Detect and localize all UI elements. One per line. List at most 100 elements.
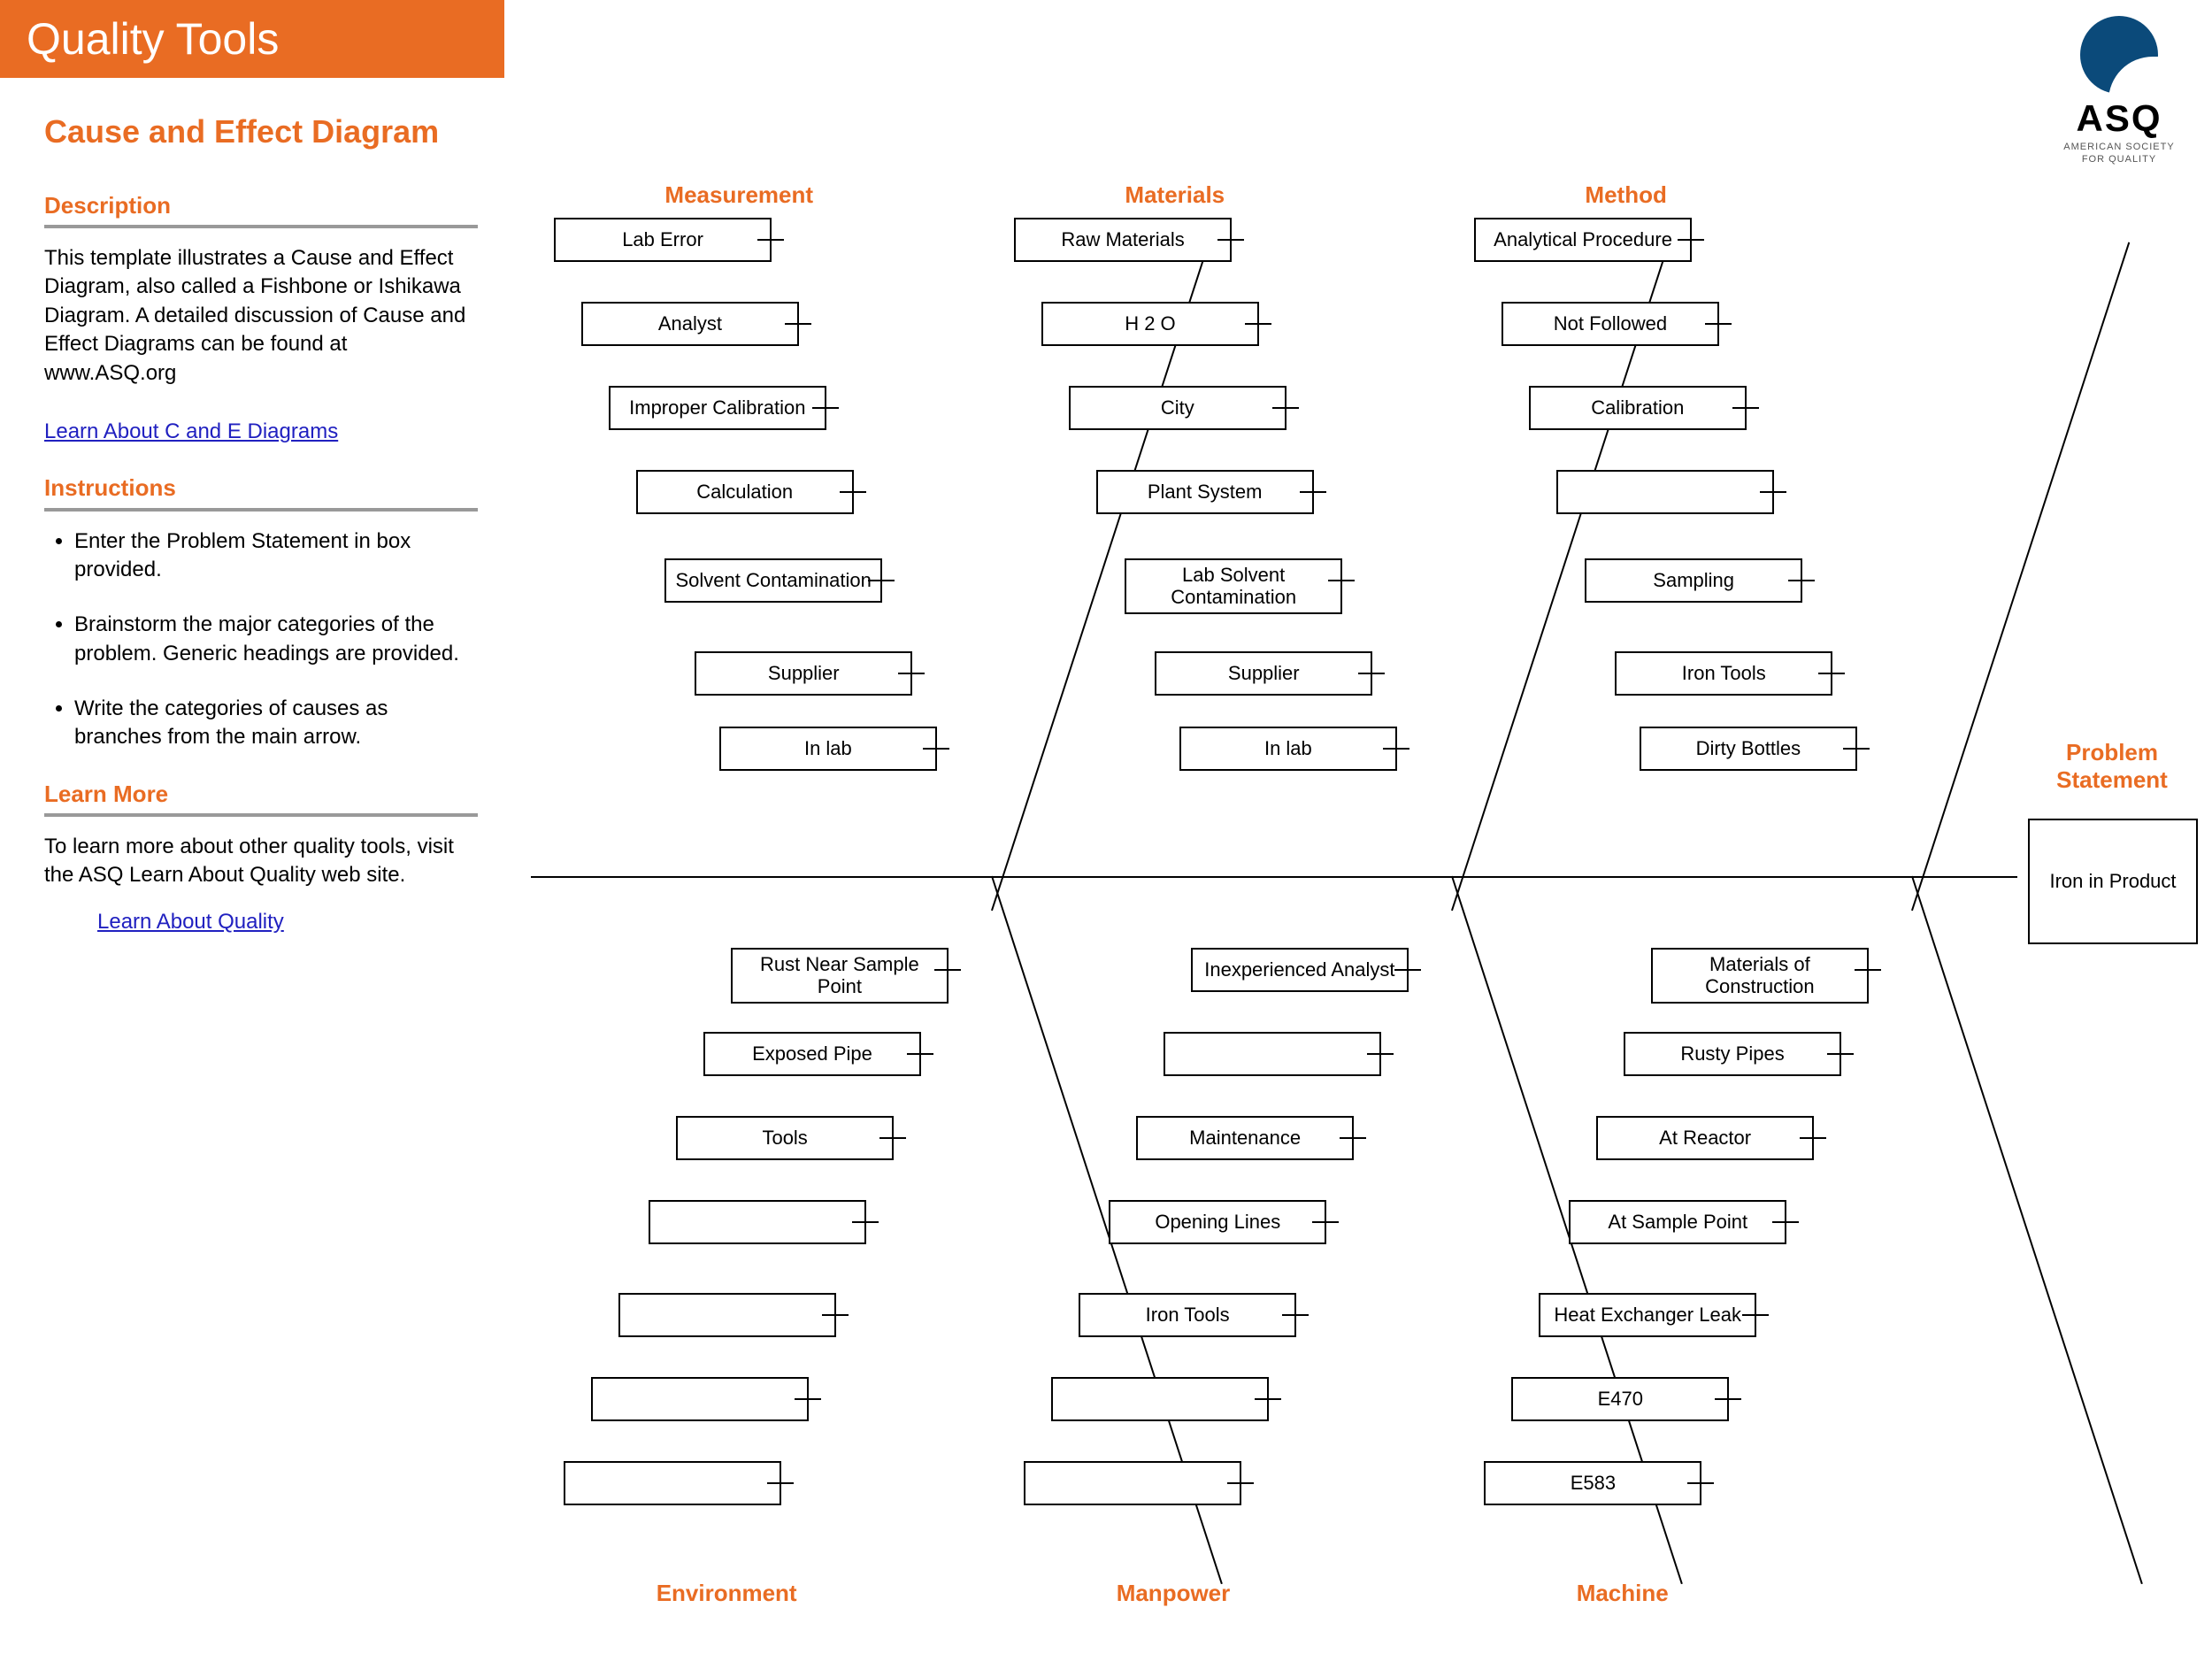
logo-subtext-2: FOR QUALITY bbox=[2053, 154, 2185, 165]
rib-line bbox=[795, 1398, 821, 1400]
cause-box[interactable]: Supplier bbox=[695, 651, 912, 696]
learn-ce-link[interactable]: Learn About C and E Diagrams bbox=[44, 418, 338, 446]
cause-box[interactable]: Calculation bbox=[636, 470, 854, 514]
cause-box[interactable] bbox=[649, 1200, 866, 1244]
cause-box[interactable]: At Sample Point bbox=[1569, 1200, 1786, 1244]
rib-line bbox=[1687, 1482, 1714, 1484]
cause-box[interactable] bbox=[1024, 1461, 1241, 1505]
cause-box[interactable]: Raw Materials bbox=[1014, 218, 1232, 262]
sidebar: Description This template illustrates a … bbox=[44, 190, 478, 936]
category-label: Environment bbox=[657, 1580, 797, 1607]
rib-line bbox=[1742, 1314, 1769, 1316]
asq-logo: ASQ AMERICAN SOCIETY FOR QUALITY bbox=[2053, 16, 2185, 165]
cause-box[interactable] bbox=[1164, 1032, 1381, 1076]
cause-box[interactable]: Rusty Pipes bbox=[1624, 1032, 1841, 1076]
section-heading-description: Description bbox=[44, 190, 478, 228]
bone-line bbox=[1911, 242, 2130, 912]
cause-box[interactable]: Opening Lines bbox=[1109, 1200, 1326, 1244]
cause-box[interactable]: Solvent Contamination bbox=[664, 558, 882, 603]
problem-statement-box[interactable]: Iron in Product bbox=[2028, 819, 2198, 944]
rib-line bbox=[923, 748, 949, 750]
logo-mark-icon bbox=[2080, 16, 2158, 94]
rib-line bbox=[879, 1137, 906, 1139]
cause-box[interactable]: In lab bbox=[719, 727, 937, 771]
rib-line bbox=[1217, 239, 1244, 241]
rib-line bbox=[1772, 1221, 1799, 1223]
cause-box[interactable]: H 2 O bbox=[1041, 302, 1259, 346]
cause-box[interactable]: Exposed Pipe bbox=[703, 1032, 921, 1076]
cause-box[interactable]: Supplier bbox=[1155, 651, 1372, 696]
learn-more-body: To learn more about other quality tools,… bbox=[44, 833, 478, 890]
cause-box[interactable]: Sampling bbox=[1585, 558, 1802, 603]
cause-box[interactable]: Lab Error bbox=[554, 218, 772, 262]
rib-line bbox=[852, 1221, 879, 1223]
cause-box[interactable]: E583 bbox=[1484, 1461, 1701, 1505]
category-label: Manpower bbox=[1117, 1580, 1231, 1607]
rib-line bbox=[1245, 323, 1271, 325]
rib-line bbox=[1678, 239, 1704, 241]
rib-line bbox=[1843, 748, 1870, 750]
instruction-item: Write the categories of causes as branch… bbox=[74, 695, 478, 752]
cause-box[interactable]: Calibration bbox=[1529, 386, 1747, 430]
cause-box[interactable]: Plant System bbox=[1096, 470, 1314, 514]
rib-line bbox=[1705, 323, 1732, 325]
rib-line bbox=[1367, 1053, 1394, 1055]
cause-box[interactable]: Analytical Procedure bbox=[1474, 218, 1692, 262]
cause-box[interactable]: Maintenance bbox=[1136, 1116, 1354, 1160]
category-label: Materials bbox=[1125, 181, 1225, 209]
cause-box[interactable]: Materials of Construction bbox=[1651, 948, 1869, 1004]
page-subtitle: Cause and Effect Diagram bbox=[44, 113, 439, 150]
cause-box[interactable]: Iron Tools bbox=[1615, 651, 1832, 696]
cause-box[interactable]: Dirty Bottles bbox=[1640, 727, 1857, 771]
cause-box[interactable]: Heat Exchanger Leak bbox=[1539, 1293, 1756, 1337]
rib-line bbox=[1227, 1482, 1254, 1484]
rib-line bbox=[1800, 1137, 1826, 1139]
rib-line bbox=[1788, 580, 1815, 581]
cause-box[interactable] bbox=[1051, 1377, 1269, 1421]
spine-line bbox=[531, 876, 2017, 878]
cause-box[interactable]: Analyst bbox=[581, 302, 799, 346]
cause-box[interactable] bbox=[1556, 470, 1774, 514]
rib-line bbox=[1272, 407, 1299, 409]
rib-line bbox=[1255, 1398, 1281, 1400]
rib-line bbox=[757, 239, 784, 241]
cause-box[interactable]: Rust Near Sample Point bbox=[731, 948, 949, 1004]
instructions-list: Enter the Problem Statement in box provi… bbox=[44, 527, 478, 752]
rib-line bbox=[898, 673, 925, 674]
cause-box[interactable] bbox=[618, 1293, 836, 1337]
description-body: This template illustrates a Cause and Ef… bbox=[44, 244, 478, 388]
bone-line bbox=[1911, 876, 2143, 1585]
instruction-item: Enter the Problem Statement in box provi… bbox=[74, 527, 478, 585]
learn-quality-link[interactable]: Learn About Quality bbox=[97, 908, 284, 936]
rib-line bbox=[1340, 1137, 1366, 1139]
rib-line bbox=[907, 1053, 933, 1055]
rib-line bbox=[934, 969, 961, 971]
rib-line bbox=[1827, 1053, 1854, 1055]
rib-line bbox=[1383, 748, 1409, 750]
cause-box[interactable]: Improper Calibration bbox=[609, 386, 826, 430]
rib-line bbox=[1818, 673, 1845, 674]
cause-box[interactable] bbox=[591, 1377, 809, 1421]
section-heading-instructions: Instructions bbox=[44, 473, 478, 511]
rib-line bbox=[1282, 1314, 1309, 1316]
rib-line bbox=[868, 580, 895, 581]
cause-box[interactable]: In lab bbox=[1179, 727, 1397, 771]
rib-line bbox=[840, 491, 866, 493]
section-heading-learn-more: Learn More bbox=[44, 779, 478, 817]
cause-box[interactable]: Lab Solvent Contamination bbox=[1125, 558, 1342, 614]
logo-text: ASQ bbox=[2053, 97, 2185, 140]
category-label: Machine bbox=[1577, 1580, 1669, 1607]
instruction-item: Brainstorm the major categories of the p… bbox=[74, 611, 478, 668]
cause-box[interactable]: City bbox=[1069, 386, 1286, 430]
cause-box[interactable]: At Reactor bbox=[1596, 1116, 1814, 1160]
cause-box[interactable]: Tools bbox=[676, 1116, 894, 1160]
cause-box[interactable]: E470 bbox=[1511, 1377, 1729, 1421]
cause-box[interactable]: Inexperienced Analyst bbox=[1191, 948, 1409, 992]
problem-statement-label: Problem Statement bbox=[2028, 739, 2196, 794]
cause-box[interactable] bbox=[564, 1461, 781, 1505]
cause-box[interactable]: Not Followed bbox=[1502, 302, 1719, 346]
rib-line bbox=[812, 407, 839, 409]
cause-box[interactable]: Iron Tools bbox=[1079, 1293, 1296, 1337]
rib-line bbox=[1300, 491, 1326, 493]
rib-line bbox=[1855, 969, 1881, 971]
